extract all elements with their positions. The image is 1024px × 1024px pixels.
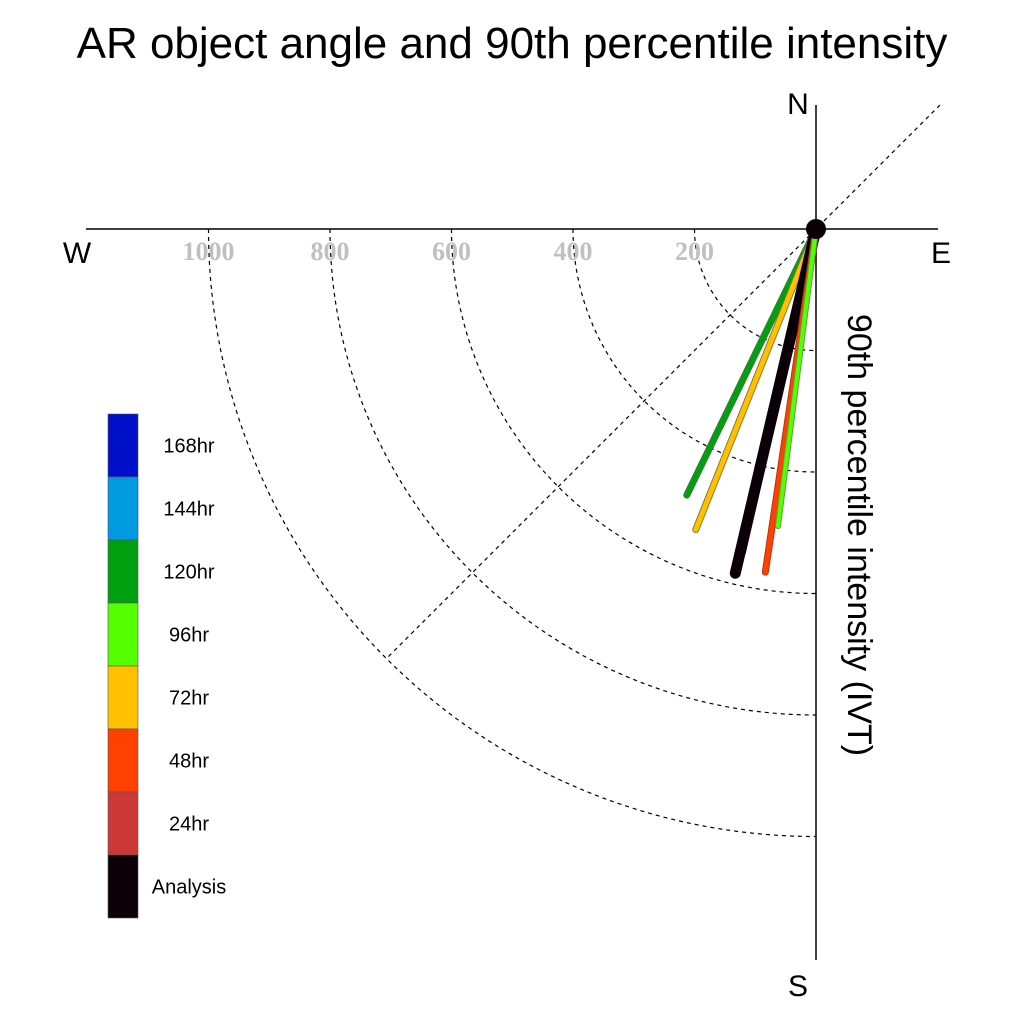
polar-grid <box>207 104 941 838</box>
legend-swatch <box>107 665 139 730</box>
legend-swatch <box>107 602 139 667</box>
grid-arc-1000 <box>207 228 817 838</box>
vector-line <box>730 224 821 578</box>
legend-label: Analysis <box>152 877 226 899</box>
ar-vectors <box>683 223 822 579</box>
legend-swatch <box>107 413 139 478</box>
legend-swatch <box>107 476 139 541</box>
vector-analysis <box>729 223 822 579</box>
legend-label: 24hr <box>169 814 209 836</box>
vector-line <box>693 226 819 533</box>
grid-arc-800 <box>329 228 817 716</box>
legend-swatch <box>107 791 139 856</box>
tick-label: 200 <box>675 237 714 266</box>
vector-96hr <box>774 226 819 530</box>
compass-east-label: E <box>931 237 951 270</box>
tick-label: 800 <box>311 237 350 266</box>
legend-label: 144hr <box>163 499 214 521</box>
center-marker <box>806 219 826 239</box>
tick-label: 600 <box>432 237 471 266</box>
legend-label: 72hr <box>169 688 209 710</box>
vector-line <box>775 227 818 529</box>
legend-swatch <box>107 854 139 919</box>
tick-label: 1000 <box>183 237 235 266</box>
legend-label: 120hr <box>163 562 214 584</box>
compass-south-label: S <box>788 970 808 1003</box>
chart-title: AR object angle and 90th percentile inte… <box>77 19 948 68</box>
legend-label: 168hr <box>163 436 214 458</box>
legend-swatch <box>107 728 139 793</box>
grid-arc-200 <box>693 228 817 352</box>
legend: 168hr 144hr 120hr 96hr 72hr 48hr 24hr Analysis <box>107 413 226 919</box>
y-axis-label: 90th percentile intensity (IVT) <box>840 314 878 756</box>
legend-label: 96hr <box>169 625 209 647</box>
compass-west-label: W <box>63 237 92 270</box>
grid-diagonal <box>387 104 941 658</box>
vector-line <box>684 226 819 498</box>
tick-label: 400 <box>554 237 593 266</box>
radial-tick-labels: 200 400 600 800 1000 <box>183 237 715 266</box>
vector-120hr <box>683 225 820 499</box>
legend-swatch <box>107 539 139 604</box>
vector-72hr <box>692 225 820 534</box>
legend-label: 48hr <box>169 751 209 773</box>
compass-north-label: N <box>787 88 809 121</box>
